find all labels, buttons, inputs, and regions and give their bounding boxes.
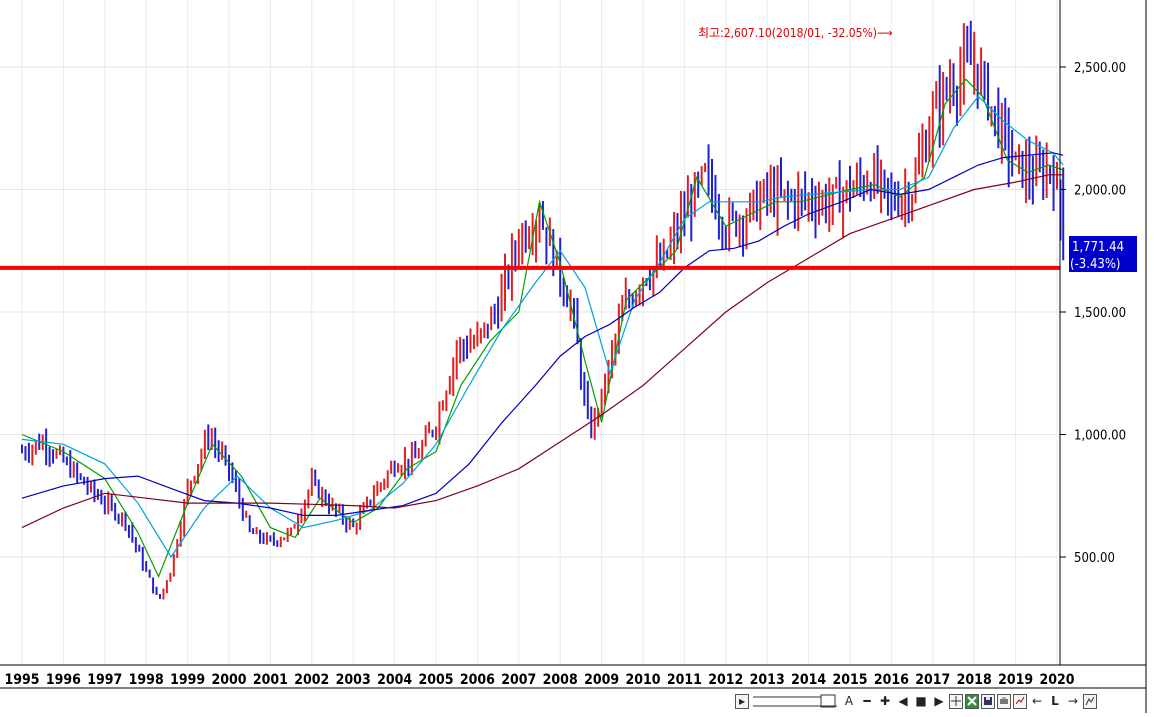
y-tick-label: 1,500.00	[1074, 306, 1126, 321]
x-tick-label: 2007	[501, 672, 536, 688]
x-tick-label: 2017	[915, 672, 950, 688]
zoom-in-button[interactable]: ✚	[879, 694, 891, 708]
y-tick-label: 2,000.00	[1074, 184, 1126, 199]
x-tick-label: 1995	[4, 672, 39, 688]
ma-line-2	[21, 95, 1064, 559]
chart-toolbar: ▸ A ━ ✚ ◀ ■ ▶ ← L →	[735, 690, 1154, 712]
x-axis-ticks: 1995 1996 1997 1998 1999 2000 2001 2002 2003 2004…	[4, 672, 1074, 688]
crosshair-icon[interactable]	[949, 693, 963, 709]
x-tick-label: 2003	[336, 672, 371, 688]
x-tick-label: 2015	[832, 672, 867, 688]
back-button[interactable]: ←	[1031, 694, 1043, 708]
x-tick-label: 2006	[460, 672, 495, 688]
current-value-tag	[1069, 236, 1137, 272]
print-icon[interactable]	[997, 693, 1011, 709]
save-icon[interactable]	[981, 693, 995, 709]
excel-icon[interactable]	[965, 693, 979, 709]
ma-line-1	[21, 78, 1064, 579]
high-annotation: 최고:2,607.10(2018/01, -32.05%)⟶	[698, 26, 892, 40]
moving-average-lines	[21, 78, 1064, 579]
x-tick-label: 2016	[874, 672, 909, 688]
ma-line-4	[21, 174, 1064, 529]
y-tick-label: 500.00	[1074, 551, 1115, 566]
price-bars	[21, 20, 1065, 600]
x-tick-label: 2005	[418, 672, 453, 688]
next-button[interactable]: ▶	[934, 694, 944, 708]
x-tick-label: 2018	[957, 672, 992, 688]
x-tick-label: 2013	[750, 672, 785, 688]
x-tick-label: 2009	[584, 672, 619, 688]
x-tick-label: 2012	[708, 672, 743, 688]
x-tick-label: 2011	[667, 672, 702, 688]
x-tick-label: 2004	[377, 672, 412, 688]
y-tick-label: 2,500.00	[1074, 61, 1126, 76]
x-tick-label: 1998	[129, 672, 164, 688]
y-tick-label: 1,000.00	[1074, 429, 1126, 444]
x-tick-label: 1999	[170, 672, 205, 688]
x-tick-label: 2019	[998, 672, 1033, 688]
current-value-label: 1,771.44	[1072, 240, 1124, 255]
zoom-a-button[interactable]: A	[844, 694, 854, 708]
scroll-left-button[interactable]: ▸	[735, 693, 749, 709]
x-tick-label: 2001	[253, 672, 288, 688]
x-tick-label: 2008	[543, 672, 578, 688]
x-tick-label: 2000	[211, 672, 246, 688]
line-button[interactable]: L	[1051, 694, 1059, 708]
prev-button[interactable]: ◀	[898, 694, 908, 708]
x-tick-label: 1996	[46, 672, 81, 688]
y-axis-ticks: 500.00 1,000.00 1,500.00 2,000.00 2,500.00	[1060, 61, 1126, 566]
zoom-slider[interactable]	[751, 692, 839, 710]
forward-button[interactable]: →	[1067, 694, 1079, 708]
x-tick-label: 2014	[791, 672, 826, 688]
x-tick-label: 2010	[625, 672, 660, 688]
x-tick-label: 2020	[1039, 672, 1074, 688]
grid-lines	[0, 0, 1060, 665]
chart-type-icon[interactable]	[1013, 693, 1027, 709]
x-tick-label: 2002	[294, 672, 329, 688]
x-tick-label: 1997	[87, 672, 122, 688]
stop-button[interactable]: ■	[915, 694, 927, 708]
settings-icon[interactable]	[1083, 693, 1097, 709]
current-change-label: (-3.43%)	[1070, 257, 1121, 272]
zoom-out-button[interactable]: ━	[863, 694, 871, 708]
